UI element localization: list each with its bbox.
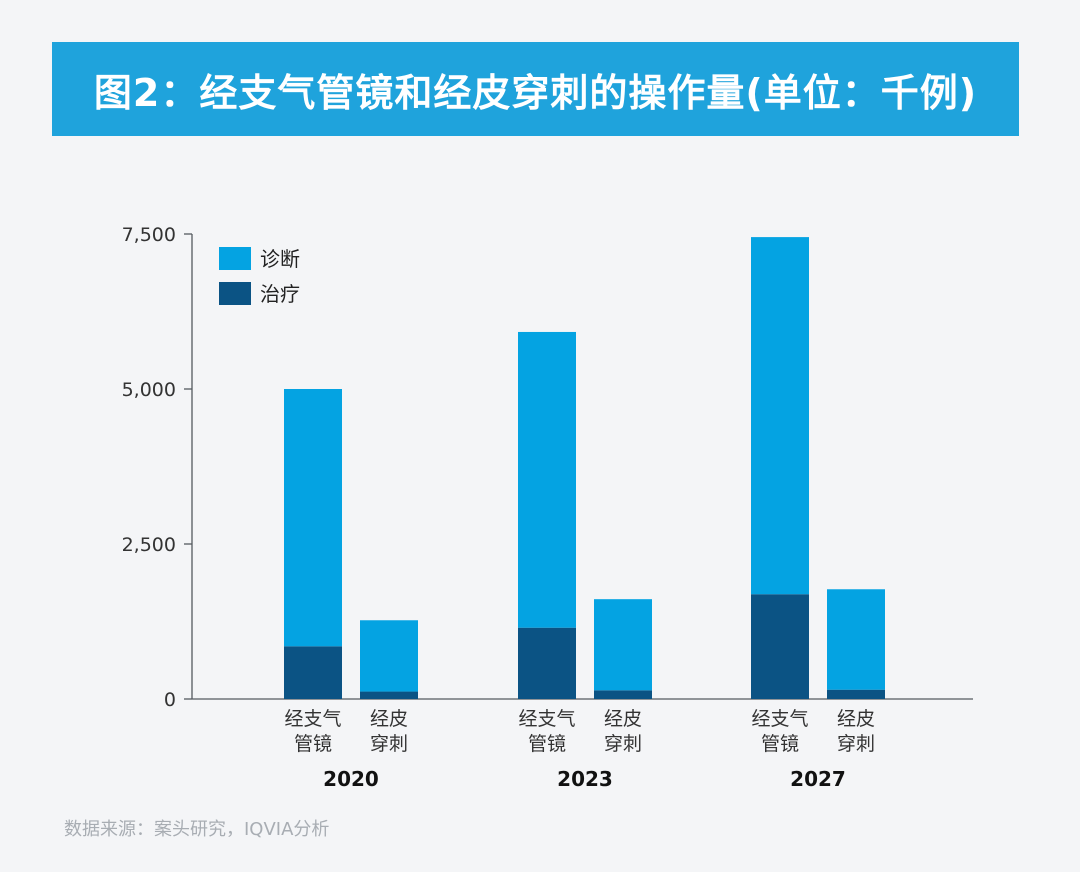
bar-segment-treatment bbox=[827, 689, 885, 699]
title-banner: 图2：经支气管镜和经皮穿刺的操作量(单位：千例) bbox=[52, 42, 1019, 136]
bar-segment-diagnosis bbox=[518, 331, 576, 628]
bar-category-label: 管镜 bbox=[761, 733, 799, 755]
y-tick-label: 2,500 bbox=[122, 534, 176, 556]
bar-segment-diagnosis bbox=[594, 599, 652, 691]
group-year-label: 2020 bbox=[323, 767, 379, 791]
bar-segment-treatment bbox=[518, 627, 576, 699]
bar-category-label: 经支气 bbox=[751, 708, 808, 730]
y-tick-label: 5,000 bbox=[122, 379, 176, 401]
bar-segment-treatment bbox=[360, 691, 418, 699]
bar-category-label: 经皮 bbox=[837, 708, 875, 730]
bar-category-label: 穿刺 bbox=[604, 733, 642, 755]
y-tick-label: 0 bbox=[164, 689, 176, 711]
data-source-note: 数据来源：案头研究，IQVIA分析 bbox=[64, 819, 330, 840]
group-year-label: 2023 bbox=[557, 767, 613, 791]
chart-title: 图2：经支气管镜和经皮穿刺的操作量(单位：千例) bbox=[93, 70, 978, 115]
y-tick-label: 7,500 bbox=[122, 224, 176, 246]
bar-category-label: 管镜 bbox=[294, 733, 332, 755]
bar-category-label: 穿刺 bbox=[370, 733, 408, 755]
bar-category-label: 经皮 bbox=[370, 708, 408, 730]
legend-label: 治疗 bbox=[260, 282, 300, 306]
bar-segment-diagnosis bbox=[284, 389, 342, 647]
bar-segment-diagnosis bbox=[360, 620, 418, 692]
bar-segment-treatment bbox=[751, 594, 809, 699]
bar-category-label: 穿刺 bbox=[837, 733, 875, 755]
legend-swatch bbox=[219, 282, 251, 305]
legend-label: 诊断 bbox=[260, 247, 300, 271]
bar-segment-treatment bbox=[284, 646, 342, 699]
group-year-label: 2027 bbox=[790, 767, 846, 791]
bar-category-label: 经皮 bbox=[604, 708, 642, 730]
bar-category-label: 经支气 bbox=[284, 708, 341, 730]
bar-category-label: 经支气 bbox=[518, 708, 575, 730]
bar-segment-diagnosis bbox=[827, 589, 885, 690]
bar-segment-treatment bbox=[594, 690, 652, 699]
bar-segment-diagnosis bbox=[751, 237, 809, 595]
bar-category-label: 管镜 bbox=[528, 733, 566, 755]
legend-swatch bbox=[219, 247, 251, 270]
